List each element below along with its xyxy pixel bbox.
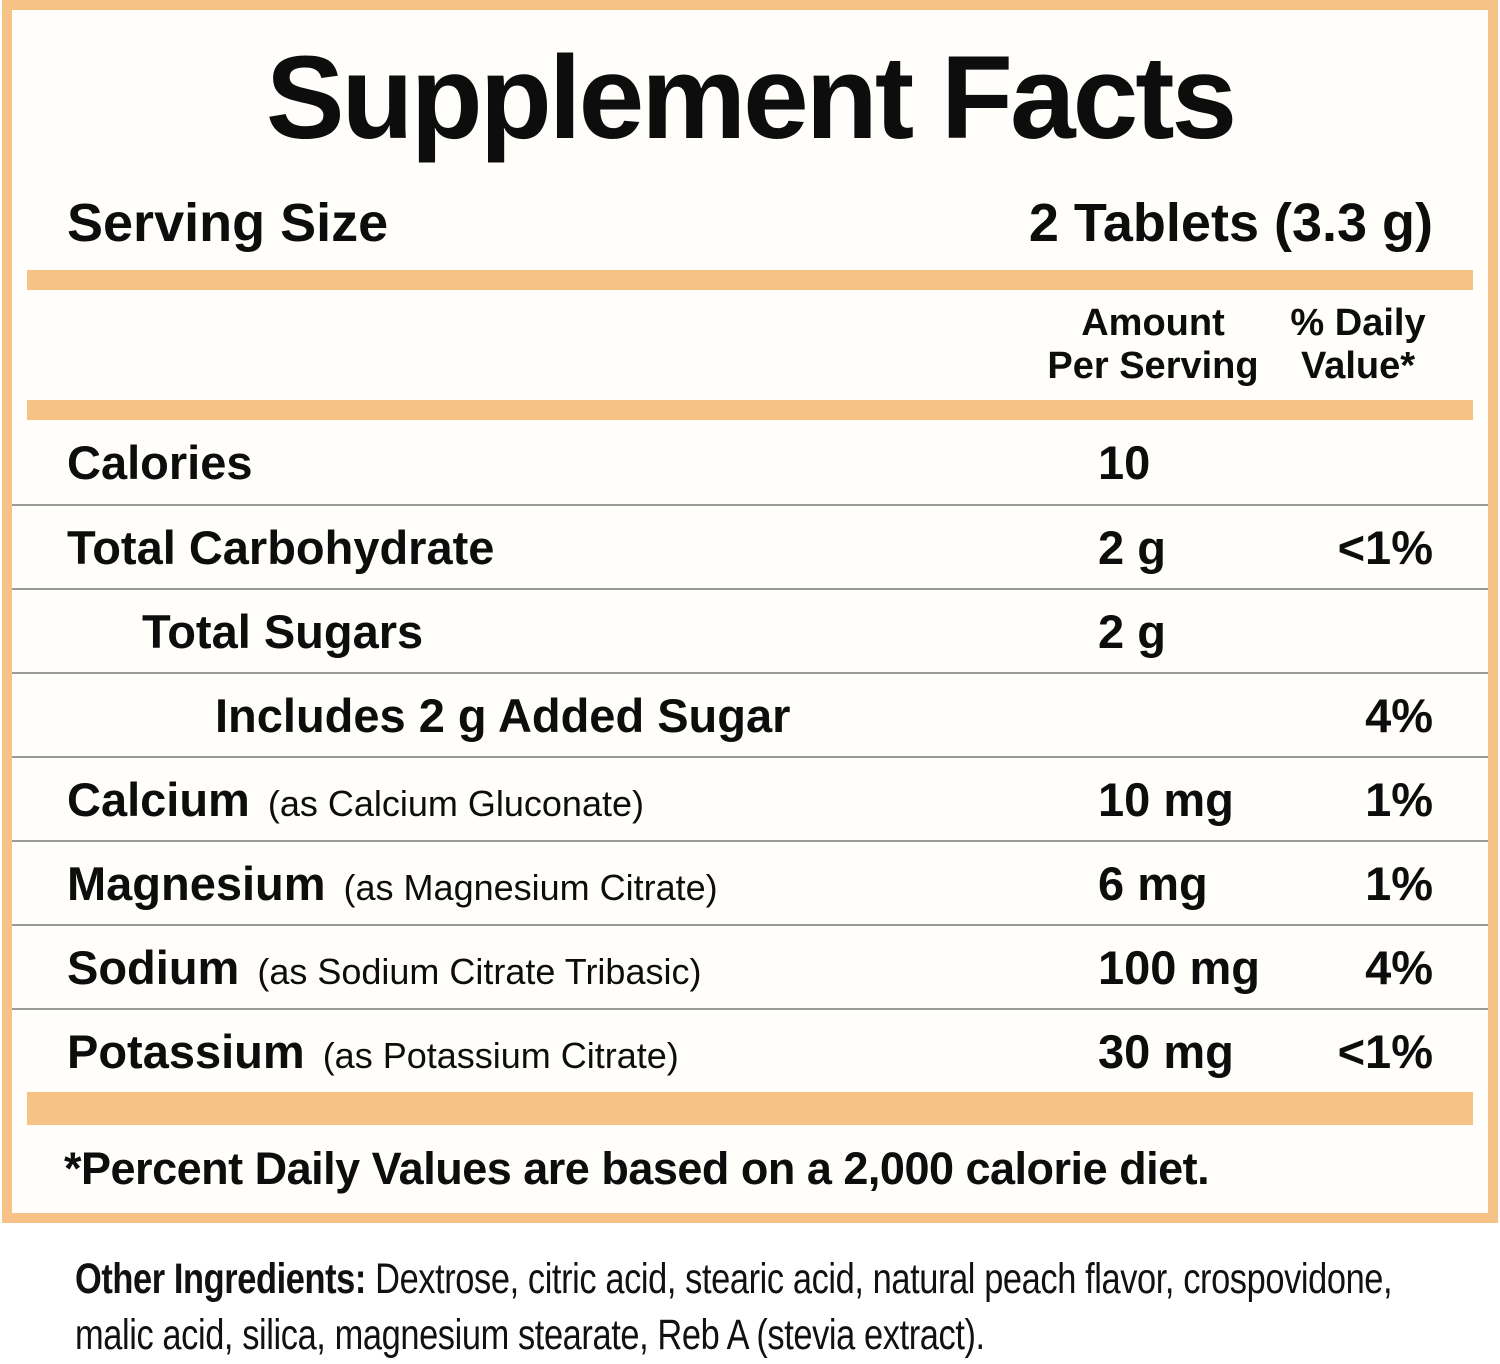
nutrient-row: Total Carbohydrate 2 g <1% [12,504,1488,588]
nutrient-row: Calories 10 [12,420,1488,504]
nutrient-amount: 100 mg [1098,940,1260,994]
nutrient-name: Calcium [67,772,250,826]
nutrient-daily-value: 1% [1365,856,1433,910]
nutrient-name: Magnesium [67,856,326,910]
daily-value-footnote: *Percent Daily Values are based on a 2,0… [64,1143,1210,1194]
other-ingredients-paragraph: Other Ingredients: Dextrose, citric acid… [75,1252,1465,1364]
nutrient-amount: 2 g [1098,604,1166,658]
column-header-amount-line1: Amount [1081,302,1225,345]
serving-size-label: Serving Size [67,192,389,253]
nutrient-name: Total Sugars [142,604,424,658]
column-header-dv-line1: % Daily [1290,302,1426,345]
nutrient-amount: 10 mg [1098,772,1234,826]
serving-size-row: Serving Size 2 Tablets (3.3 g) [12,175,1488,270]
other-ingredients-section: Other Ingredients: Dextrose, citric acid… [75,1252,1465,1364]
nutrient-row: Sodium (as Sodium Citrate Tribasic) 100 … [12,924,1488,1008]
nutrient-amount: 10 [1098,435,1151,489]
supplement-facts-panel: Supplement Facts Serving Size 2 Tablets … [2,0,1498,1223]
supplement-facts-title: Supplement Facts [265,31,1237,164]
column-header-daily-value: % Daily Value* [1283,302,1433,387]
nutrient-source: (as Magnesium Citrate) [333,866,718,908]
nutrient-amount: 2 g [1098,520,1166,574]
nutrient-name: Potassium [67,1024,305,1078]
section-divider-bar-bottom [27,1092,1473,1125]
nutrient-row: Magnesium (as Magnesium Citrate) 6 mg 1% [12,840,1488,924]
nutrient-daily-value: <1% [1337,520,1433,574]
nutrient-label: Potassium (as Potassium Citrate) [67,1024,1098,1079]
nutrient-daily-value: <1% [1337,1024,1433,1078]
nutrient-label: Calcium (as Calcium Gluconate) [67,772,1098,827]
nutrient-label: Includes 2 g Added Sugar [67,688,1098,743]
nutrient-source: (as Potassium Citrate) [312,1034,679,1076]
nutrient-name: Total Carbohydrate [67,520,495,574]
nutrient-daily-value: 1% [1365,772,1433,826]
column-header-amount: Amount Per Serving [1023,302,1283,387]
column-header-row: Amount Per Serving % Daily Value* [12,290,1488,400]
nutrient-name: Includes 2 g Added Sugar [215,688,791,742]
nutrient-source: (as Sodium Citrate Tribasic) [247,950,702,992]
other-ingredients-label: Other Ingredients: [75,1255,366,1303]
nutrient-row: Calcium (as Calcium Gluconate) 10 mg 1% [12,756,1488,840]
nutrient-daily-value: 4% [1365,940,1433,994]
nutrient-label: Calories [67,435,1098,490]
nutrient-source: (as Calcium Gluconate) [257,782,644,824]
nutrient-label: Magnesium (as Magnesium Citrate) [67,856,1098,911]
nutrient-amount: 6 mg [1098,856,1208,910]
nutrient-label: Total Sugars [67,604,1098,659]
nutrient-row: Total Sugars 2 g [12,588,1488,672]
section-divider-bar-top [27,270,1473,290]
nutrient-daily-value: 4% [1365,688,1433,742]
column-header-dv-line2: Value* [1300,345,1416,387]
nutrient-row: Potassium (as Potassium Citrate) 30 mg <… [12,1008,1488,1092]
nutrient-label: Total Carbohydrate [67,520,1098,575]
nutrient-name: Sodium [67,940,240,994]
section-divider-bar-header [27,400,1473,420]
nutrient-amount: 30 mg [1098,1024,1234,1078]
nutrient-row: Includes 2 g Added Sugar 4% [12,672,1488,756]
other-ingredients-text: Dextrose, citric acid, stearic acid, nat… [75,1255,1393,1359]
nutrient-table: Calories 10 Total Carbohydrate 2 g <1% T… [12,420,1488,1092]
serving-size-value: 2 Tablets (3.3 g) [1028,192,1433,253]
column-header-amount-line2: Per Serving [1047,345,1259,387]
nutrient-name: Calories [67,435,253,489]
nutrient-label: Sodium (as Sodium Citrate Tribasic) [67,940,1098,995]
